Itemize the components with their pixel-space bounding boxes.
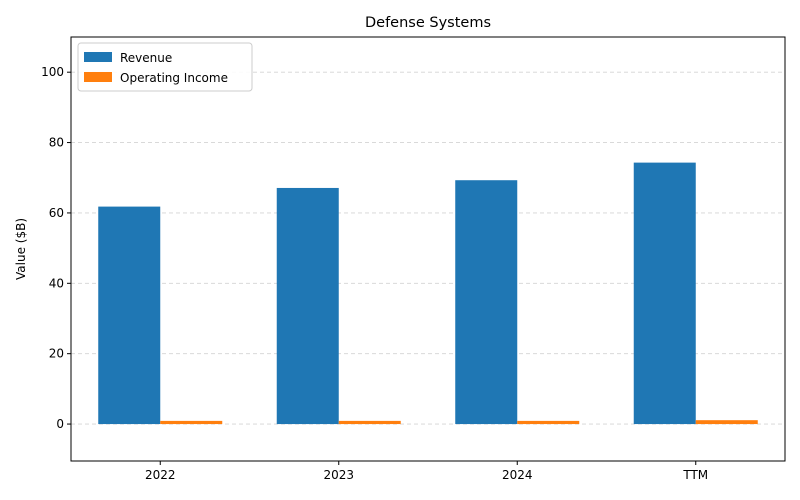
x-tick-label: 2022 [145,468,176,482]
operating-income-bar [338,420,401,425]
operating-income-bar [160,420,223,425]
legend: Revenue Operating Income [77,42,253,92]
plot-frame [70,36,786,462]
legend-swatch-revenue [84,52,112,62]
revenue-bar [98,206,161,425]
y-axis-title: Value ($B) [14,218,28,280]
legend-swatch-operating-income [84,72,112,82]
operating-income-bar [517,420,580,425]
y-tick-label: 100 [41,65,64,79]
revenue-bar [276,187,339,425]
y-tick-label: 0 [56,417,64,431]
x-tick-label: TTM [682,468,708,482]
legend-label-revenue: Revenue [120,51,172,65]
y-tick-label: 80 [49,136,64,150]
revenue-bar [633,162,696,425]
x-tick-label: 2024 [502,468,533,482]
y-tick-label: 40 [49,276,64,290]
revenue-bar [455,180,518,425]
legend-frame [77,42,253,92]
y-tick-label: 60 [49,206,64,220]
bars [98,162,758,425]
x-tick-label: 2023 [323,468,354,482]
y-tick-label: 20 [49,347,64,361]
chart-title: Defense Systems [365,15,491,31]
operating-income-bar [695,420,758,425]
axis-ticks: 0 20 40 60 80 100 2022 2023 2024 TTM [41,65,708,482]
legend-label-operating-income: Operating Income [120,71,228,85]
